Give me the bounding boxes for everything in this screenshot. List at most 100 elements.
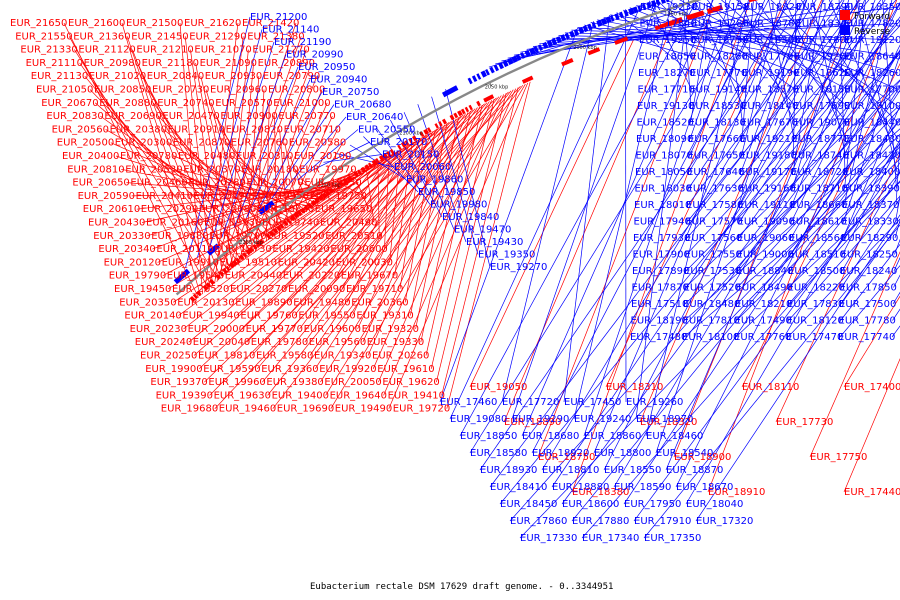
gene-label: EUR_18550: [604, 465, 661, 476]
forward-gene-feature: [706, 4, 723, 15]
gene-label: EUR_20570: [215, 98, 272, 109]
leader-line: [558, 35, 746, 41]
gene-label: EUR_18930: [480, 465, 537, 476]
gene-label: EUR_17710: [638, 85, 695, 96]
gene-label: EUR_19930: [204, 218, 261, 229]
gene-features: [173, 0, 759, 302]
leader-line: [623, 89, 900, 505]
leader-line: [739, 0, 886, 222]
gene-label: EUR_20420: [278, 257, 335, 268]
leader-line: [593, 0, 788, 454]
leader-line: [571, 119, 900, 522]
leader-line: [199, 175, 360, 223]
forward-gene-feature: [654, 22, 668, 31]
gene-label: EUR_18070: [636, 151, 693, 162]
leader-line: [439, 27, 579, 403]
leader-line: [789, 117, 900, 272]
leader-line: [376, 128, 431, 205]
gene-label: EUR_17510: [631, 299, 688, 310]
gene-label: EUR_17320: [696, 516, 753, 527]
gene-label: EUR_21620: [184, 18, 241, 29]
leader-line: [100, 115, 271, 239]
forward-gene-feature: [360, 166, 366, 173]
leader-line: [571, 2, 750, 493]
reverse-gene-feature: [605, 16, 612, 24]
gene-label: EUR_17340: [582, 533, 639, 544]
gene-label: EUR_17770: [690, 68, 747, 79]
gene-label: EUR_20050: [324, 377, 381, 388]
leader-line: [842, 104, 900, 239]
gene-label: EUR_20990: [286, 50, 343, 61]
tick-mark: [670, 9, 672, 13]
leader-line: [246, 114, 464, 343]
gene-label: EUR_20350: [119, 297, 176, 308]
gene-label: EUR_20930: [205, 71, 262, 82]
gene-label: EUR_17750: [810, 452, 867, 463]
forward-gene-feature: [192, 293, 199, 300]
gene-label: EUR_20580: [289, 138, 346, 149]
leader-line: [209, 41, 275, 248]
gene-label: EUR_19770: [246, 324, 303, 335]
gene-label: EUR_18730: [691, 35, 748, 46]
forward-gene-feature: [438, 121, 443, 127]
leader-line: [330, 83, 526, 409]
gene-label: EUR_17500: [839, 299, 896, 310]
gene-label: EUR_17630: [687, 184, 744, 195]
leader-line: [675, 44, 900, 488]
gene-label: EUR_20290: [141, 204, 198, 215]
leader-line: [152, 102, 263, 246]
leader-line: [268, 102, 328, 241]
gene-label: EUR_18500: [788, 266, 845, 277]
gene-label: EUR_18710: [791, 184, 848, 195]
leader-line: [183, 122, 450, 330]
leader-line: [210, 102, 265, 244]
gene-label: EUR_20810: [67, 164, 124, 175]
gene-label: EUR_19190: [742, 68, 799, 79]
gene-label: EUR_19670: [341, 271, 398, 282]
map-caption: Eubacterium rectale DSM 17629 draft geno…: [310, 582, 613, 592]
forward-gene-feature: [189, 296, 196, 302]
leader-line: [231, 155, 308, 212]
leader-line: [326, 158, 388, 250]
gene-label: EUR_20100: [294, 151, 351, 162]
gene-label: EUR_18410: [490, 482, 547, 493]
leader-line: [366, 171, 375, 223]
forward-gene-feature: [460, 108, 466, 115]
leader-line: [686, 0, 897, 239]
gene-label: EUR_21380: [247, 31, 304, 42]
gene-label: EUR_19490: [335, 404, 392, 415]
forward-gene-feature: [364, 164, 370, 171]
gene-label: EUR_17660: [688, 134, 745, 145]
gene-label: EUR_20820: [226, 124, 283, 135]
leader-line: [741, 0, 754, 140]
forward-gene-feature: [248, 246, 254, 253]
leader-line: [844, 0, 866, 189]
reverse-gene-feature: [551, 38, 558, 46]
gene-label: EUR_19330: [367, 337, 424, 348]
leader-line: [278, 115, 333, 233]
gene-label: EUR_17800: [795, 35, 852, 46]
leader-line: [688, 0, 817, 189]
leader-line: [841, 171, 900, 272]
leader-line: [605, 0, 786, 388]
gene-label: EUR_17910: [634, 516, 691, 527]
gene-label: EUR_18270: [638, 68, 695, 79]
leader-line: [682, 0, 692, 107]
gene-label: EUR_18540: [656, 448, 713, 459]
gene-label: EUR_19810: [198, 351, 255, 362]
gene-label: EUR_19630: [214, 390, 271, 401]
gene-label: EUR_17570: [686, 217, 743, 228]
forward-gene-feature: [282, 220, 289, 227]
gene-label: EUR_18220: [788, 283, 845, 294]
gene-label: EUR_19980: [430, 200, 487, 211]
reverse-gene-feature: [476, 73, 482, 80]
leader-line: [469, 0, 751, 454]
leader-line: [775, 152, 900, 423]
reverse-gene-feature: [600, 17, 608, 26]
reverse-gene-feature: [619, 11, 624, 19]
gene-label: EUR_20430: [88, 218, 145, 229]
forward-gene-feature: [255, 240, 262, 247]
gene-label: EUR_19590: [203, 364, 260, 375]
leader-line: [501, 21, 594, 403]
gene-label: EUR_19420: [272, 244, 329, 255]
